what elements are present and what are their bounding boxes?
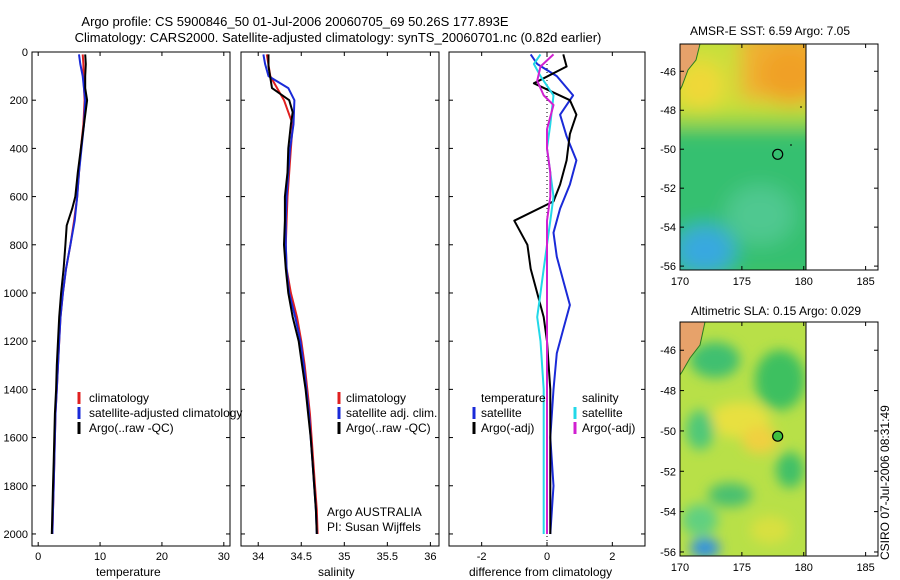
map-y-tick-label: -52 xyxy=(660,466,676,478)
sla-map-frame xyxy=(679,321,879,557)
difference-legend: temperature salinity satellite Argo(-adj… xyxy=(472,391,635,435)
series-line-temperature-argo-adj xyxy=(513,54,578,534)
salinity-legend: climatology satellite adj. clim. Argo(..… xyxy=(337,391,437,435)
y-tick-label: 1800 xyxy=(4,481,28,493)
x-axis-label: difference from climatology xyxy=(469,565,612,579)
map-y-tick-label: -56 xyxy=(660,547,676,559)
x-tick-label: -2 xyxy=(477,551,487,563)
x-tick-label: 2 xyxy=(609,551,615,563)
sla-map-axes: 170 175 180 185 -46 -48 -50 -52 -54 -56 xyxy=(660,322,878,574)
map-y-tick-label: -48 xyxy=(660,386,676,398)
x-axis-label: salinity xyxy=(318,565,355,579)
map-x-tick-label: 180 xyxy=(795,562,813,574)
sst-map-field xyxy=(680,44,806,270)
x-tick-label: 34 xyxy=(252,551,264,563)
plot-frame xyxy=(31,51,231,547)
legend-header-temperature: temperature xyxy=(481,391,546,405)
y-tick-label: 1400 xyxy=(4,384,28,396)
legend-label-sal-argo: Argo(-adj) xyxy=(582,421,635,435)
salinity-profile-plot: 34 34.5 35 35.5 36 salinity xyxy=(240,51,440,579)
y-tick-label: 800 xyxy=(10,240,28,252)
series-line-salinity-argo-adj xyxy=(536,53,555,534)
series-line-salinity-satellite xyxy=(532,53,555,534)
map-x-tick-label: 180 xyxy=(795,276,813,288)
temperature-profile-plot: 0 200 400 600 800 1000 1200 1400 1600 1800 2000 0 10… xyxy=(4,47,231,579)
legend-label-temp-satellite: satellite xyxy=(481,406,522,420)
sla-map-field xyxy=(680,322,806,556)
map-x-tick-label: 170 xyxy=(671,276,689,288)
y-tick-label: 600 xyxy=(10,192,28,204)
sst-map-axes: 170 175 180 185 -46 -48 -50 -52 -54 -56 xyxy=(660,44,878,288)
x-tick-label: 20 xyxy=(156,551,168,563)
legend-header-salinity: salinity xyxy=(582,391,619,405)
map-y-tick-label: -54 xyxy=(660,222,676,234)
series-line-argo-raw-qc xyxy=(50,54,89,535)
map-x-tick-label: 175 xyxy=(733,276,751,288)
series-line-argo-raw-qc xyxy=(267,54,318,535)
legend-label-climatology: climatology xyxy=(89,391,149,405)
map-y-tick-label: -54 xyxy=(660,507,676,519)
x-tick-label: 36 xyxy=(424,551,436,563)
y-tick-label: 1200 xyxy=(4,336,28,348)
sst-map-title: AMSR-E SST: 6.59 Argo: 7.05 xyxy=(690,24,850,38)
map-y-tick-label: -48 xyxy=(660,105,676,117)
x-tick-label: 0 xyxy=(544,551,550,563)
credit-stamp: CSIRO 07-Jul-2006 08:31:49 xyxy=(878,405,892,560)
y-tick-label: 400 xyxy=(10,143,28,155)
map-y-tick-label: -50 xyxy=(660,426,676,438)
map-y-tick-label: -46 xyxy=(660,66,676,78)
argo-position-marker xyxy=(772,148,784,160)
x-tick-label: 0 xyxy=(35,551,41,563)
y-tick-label: 200 xyxy=(10,95,28,107)
map-y-tick-label: -46 xyxy=(660,345,676,357)
legend-label-sal-satellite: satellite xyxy=(582,406,623,420)
map-x-tick-label: 175 xyxy=(733,562,751,574)
x-tick-label: 34.5 xyxy=(291,551,312,563)
y-tick-label: 0 xyxy=(22,47,28,59)
legend-label-argo: Argo(..raw -QC) xyxy=(89,421,174,435)
legend-label-satellite: satellite-adjusted climatology xyxy=(89,406,242,420)
sla-map: Altimetric SLA: 0.15 Argo: 0.029 170 175 1… xyxy=(660,304,879,574)
map-y-tick-label: -50 xyxy=(660,144,676,156)
float-info-pi: PI: Susan Wijffels xyxy=(327,520,421,534)
map-x-tick-label: 185 xyxy=(856,562,874,574)
legend-label-argo: Argo(..raw -QC) xyxy=(346,421,431,435)
x-tick-label: 30 xyxy=(218,551,230,563)
map-y-tick-label: -56 xyxy=(660,261,676,273)
legend-label-climatology: climatology xyxy=(346,391,406,405)
float-info-program: Argo AUSTRALIA xyxy=(327,505,422,519)
y-tick-label: 1000 xyxy=(4,288,28,300)
x-tick-label: 35 xyxy=(338,551,350,563)
x-axis-label: temperature xyxy=(96,565,161,579)
sst-map: AMSR-E SST: 6.59 Argo: 7.05 170 175 180 185… xyxy=(660,24,879,288)
map-x-tick-label: 170 xyxy=(671,562,689,574)
figure-title-line1: Argo profile: CS 5900846_50 01-Jul-2006 … xyxy=(81,14,509,29)
plot-frame xyxy=(240,51,440,547)
sst-map-frame xyxy=(679,43,879,271)
map-y-tick-label: -52 xyxy=(660,183,676,195)
series-line-temperature-satellite xyxy=(529,53,578,535)
map-x-tick-label: 185 xyxy=(856,276,874,288)
legend-label-temp-argo: Argo(-adj) xyxy=(481,421,534,435)
y-tick-label: 2000 xyxy=(4,529,28,541)
x-tick-label: 10 xyxy=(94,551,106,563)
x-tick-label: 35.5 xyxy=(377,551,398,563)
sla-map-title: Altimetric SLA: 0.15 Argo: 0.029 xyxy=(691,304,861,318)
argo-position-marker xyxy=(772,430,784,442)
temperature-legend: climatology satellite-adjusted climatolo… xyxy=(77,391,242,435)
figure-title-line2: Climatology: CARS2000. Satellite-adjuste… xyxy=(75,30,602,45)
difference-profile-plot: -2 0 2 difference from climatology xyxy=(448,51,646,579)
y-tick-label: 1600 xyxy=(4,433,28,445)
legend-label-satellite: satellite adj. clim. xyxy=(346,406,437,420)
